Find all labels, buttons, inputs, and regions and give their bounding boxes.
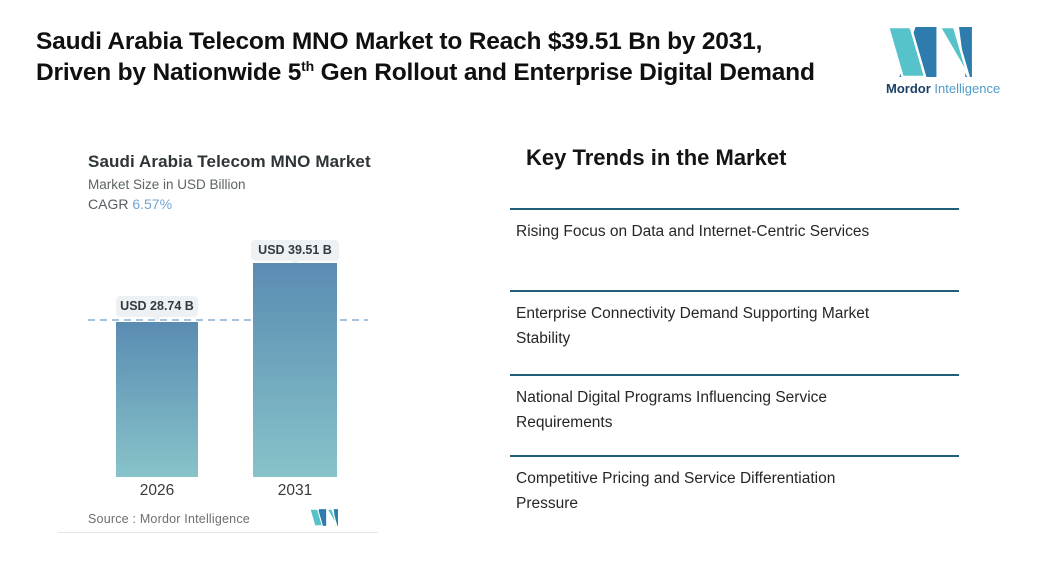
mordor-logo-mini-icon (310, 509, 338, 526)
bar-2026 (116, 322, 198, 477)
trend-text-line1: National Digital Programs Influencing Se… (516, 389, 828, 406)
trend-item: Rising Focus on Data and Internet-Centri… (510, 208, 959, 244)
chart-cagr: CAGR 6.57% (88, 196, 172, 212)
trend-text-line1: Competitive Pricing and Service Differen… (516, 470, 836, 487)
bar-2031 (253, 263, 337, 477)
trend-item: Competitive Pricing and Service Differen… (510, 455, 959, 516)
key-trends-panel: Key Trends in the Market Rising Focus on… (510, 145, 959, 535)
key-trends-heading: Key Trends in the Market (526, 145, 787, 170)
reference-dashed-line (88, 319, 368, 321)
mordor-intelligence-logo: Mordor Intelligence (886, 27, 1000, 96)
bar-value-callout-2026: USD 28.74 B (116, 296, 198, 316)
cagr-value: 6.57% (132, 196, 173, 212)
brand-wordmark: Mordor Intelligence (886, 81, 1000, 96)
page-title-superscript: th (301, 57, 314, 74)
market-size-chart: Saudi Arabia Telecom MNO Market Market S… (58, 130, 380, 536)
brand-name-light: Intelligence (934, 81, 1001, 96)
chart-source: Source : Mordor Intelligence (88, 512, 250, 526)
bar-value-callout-2031: USD 39.51 B (251, 240, 339, 260)
trend-text-line1: Enterprise Connectivity Demand Supportin… (516, 305, 870, 322)
trend-item: National Digital Programs Influencing Se… (510, 374, 959, 435)
page-title-line1: Saudi Arabia Telecom MNO Market to Reach… (36, 28, 763, 55)
chart-subtitle: Market Size in USD Billion (88, 177, 246, 192)
trend-text-line2: Stability (516, 330, 571, 347)
page-title-line2-pre: Driven by Nationwide 5 (36, 59, 302, 86)
mordor-logo-icon (888, 27, 972, 77)
chart-bottom-divider (58, 532, 378, 533)
trend-item: Enterprise Connectivity Demand Supportin… (510, 290, 959, 351)
trend-text-line2: Pressure (516, 495, 579, 512)
cagr-label: CAGR (88, 196, 129, 212)
trend-text-line1: Rising Focus on Data and Internet-Centri… (516, 223, 870, 240)
brand-name-bold: Mordor (886, 81, 931, 96)
chart-title: Saudi Arabia Telecom MNO Market (88, 152, 371, 171)
trend-text-line2: Requirements (516, 414, 613, 431)
x-axis-label-2031: 2031 (277, 482, 313, 499)
page-title: Saudi Arabia Telecom MNO Market to Reach… (36, 26, 866, 88)
x-axis-label-2026: 2026 (139, 482, 175, 499)
page-title-line2-post: Gen Rollout and Enterprise Digital Deman… (314, 59, 815, 86)
